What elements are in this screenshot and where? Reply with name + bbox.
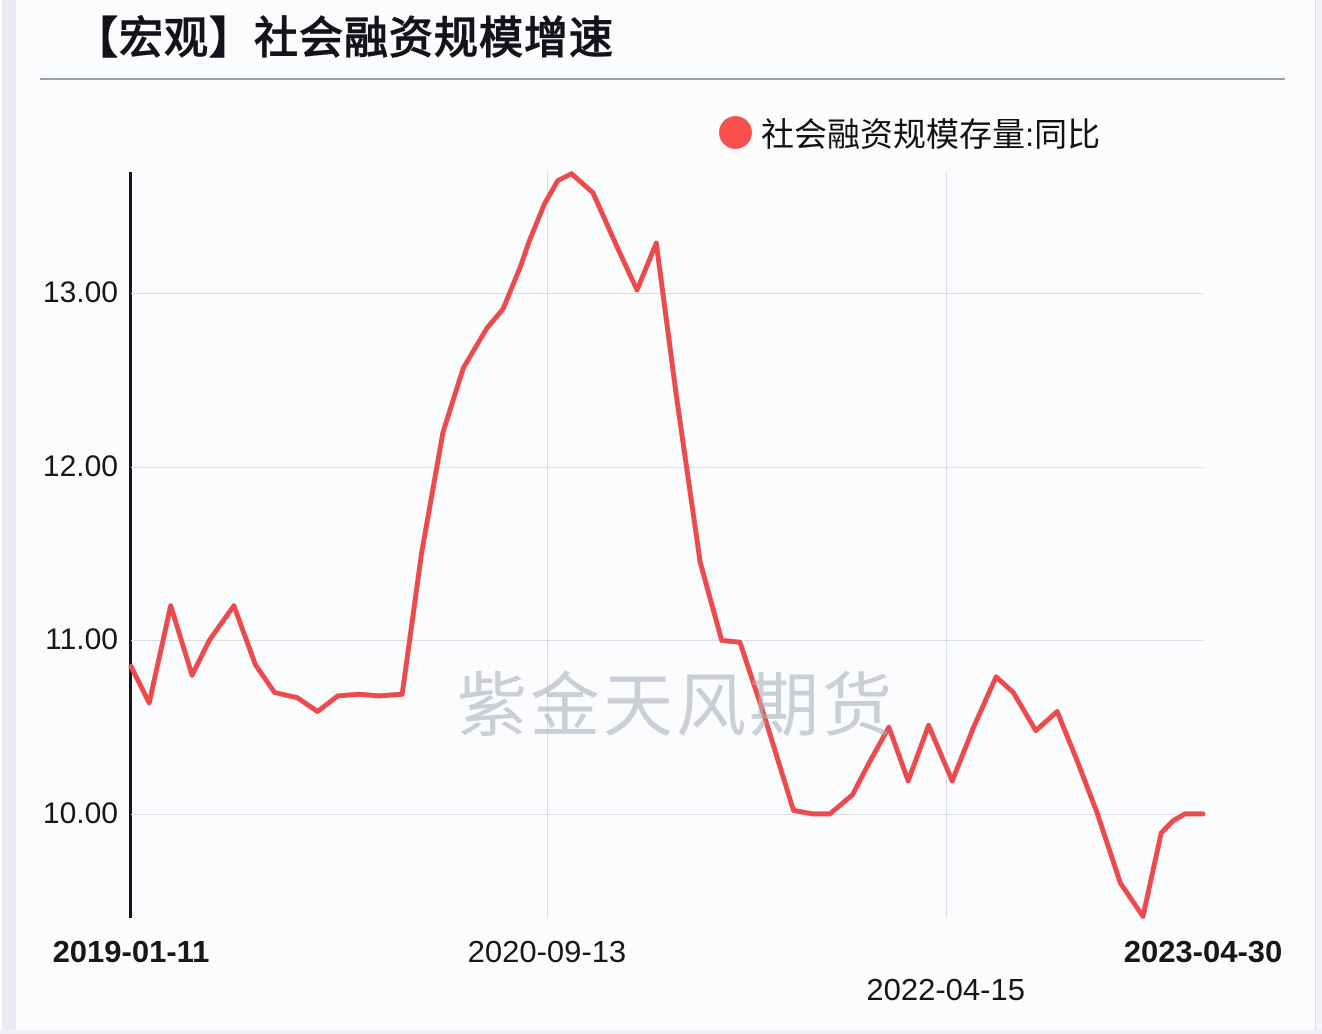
legend-label: 社会融资规模存量:同比 xyxy=(761,116,1101,153)
h-gridline xyxy=(131,466,1203,468)
x-tick-label: 2019-01-11 xyxy=(52,934,210,969)
h-gridline xyxy=(131,813,1203,815)
h-gridline xyxy=(131,640,1203,642)
x-tick-label: 2022-04-15 xyxy=(866,972,1025,1007)
y-tick-label: 11.00 xyxy=(45,623,118,657)
page-title: 【宏观】社会融资规模增速 xyxy=(74,14,614,63)
y-tick-label: 13.00 xyxy=(42,276,118,310)
legend-marker-icon xyxy=(719,115,752,149)
right-margin-strip xyxy=(1315,0,1322,1034)
v-gridline xyxy=(546,172,548,918)
series-line-svg xyxy=(128,171,1206,919)
h-gridline xyxy=(131,293,1203,295)
x-tick-label: 2023-04-30 xyxy=(1123,934,1283,969)
y-axis-line xyxy=(129,172,132,918)
v-gridline xyxy=(945,172,947,918)
y-tick-label: 12.00 xyxy=(42,449,118,483)
series-line xyxy=(128,171,1206,919)
title-underline xyxy=(40,78,1285,80)
bottom-margin-strip xyxy=(0,1030,1322,1034)
chart-plot-area: 13.00 12.00 11.00 10.00 2019-01-11 2020-09-13… xyxy=(43,171,1282,1007)
y-tick-label: 10.00 xyxy=(42,796,118,830)
x-tick-label: 2020-09-13 xyxy=(467,934,627,969)
legend: 社会融资规模存量:同比 xyxy=(719,108,1100,156)
left-margin-strip xyxy=(2,0,16,1030)
